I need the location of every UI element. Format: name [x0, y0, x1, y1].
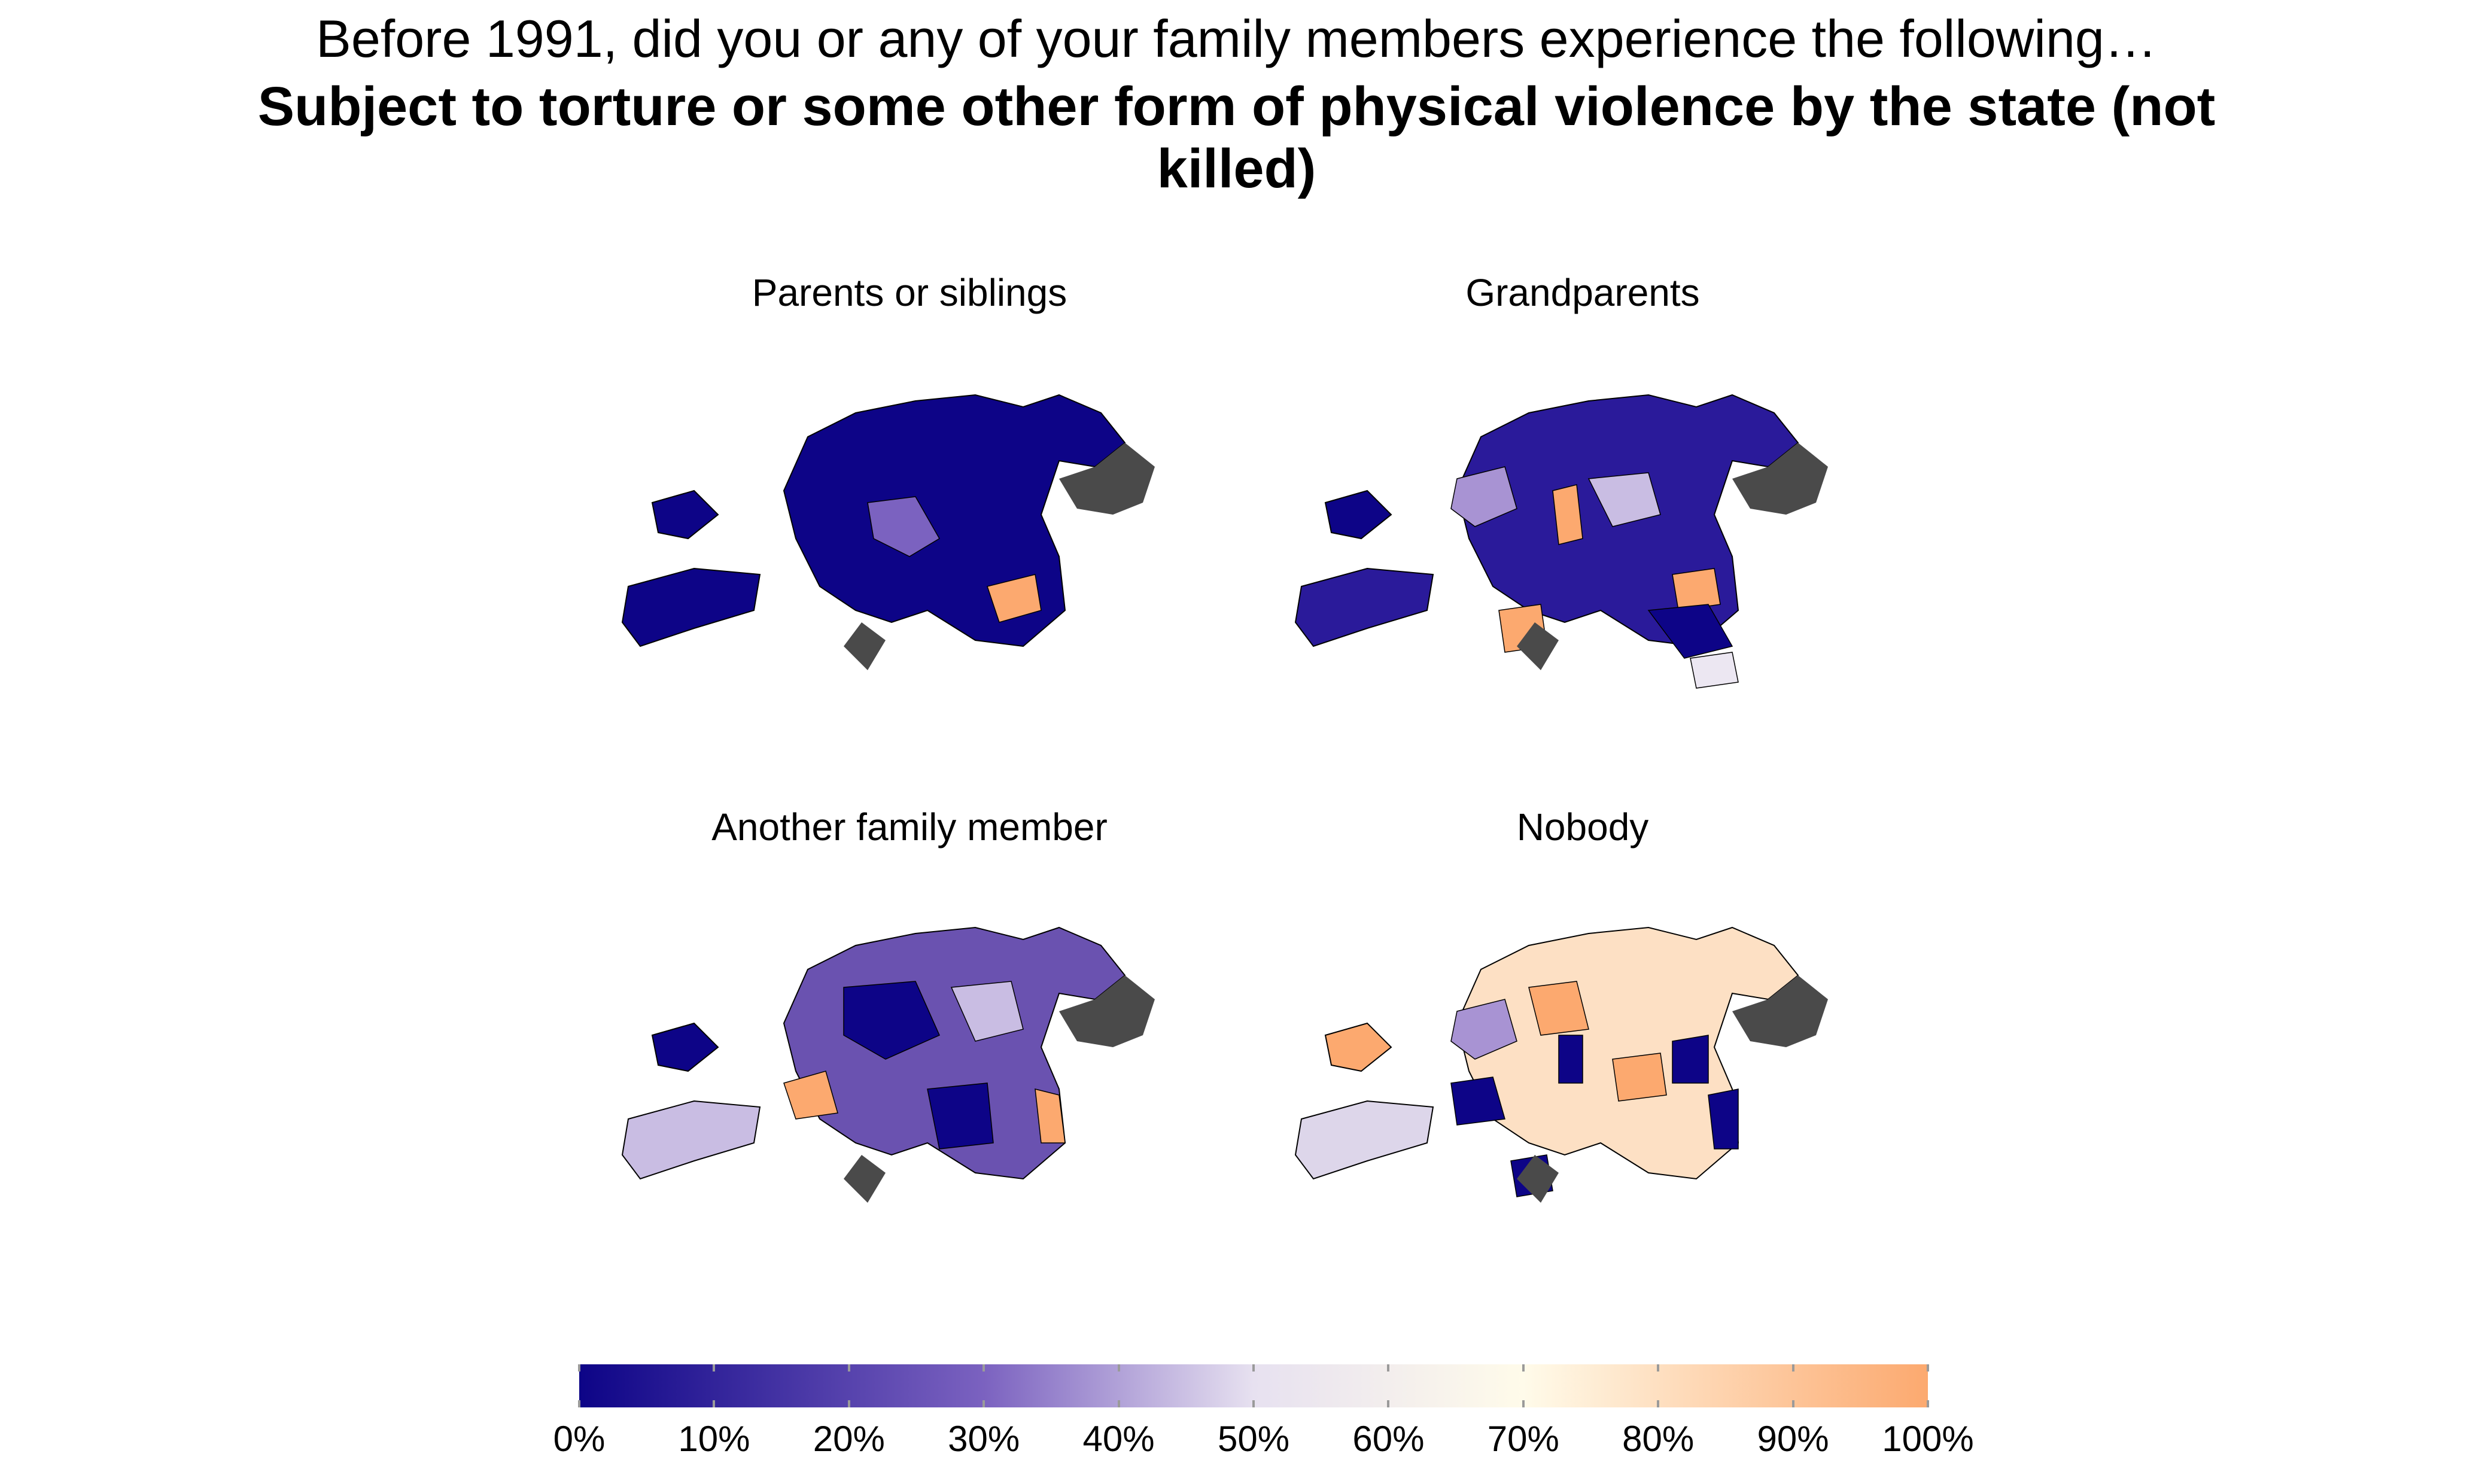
legend-tick — [1117, 1400, 1120, 1407]
legend-tick-label: 0% — [553, 1419, 606, 1459]
panel-title-parents: Parents or siblings — [752, 271, 1067, 314]
legend-tick — [1927, 1364, 1929, 1372]
legend-tick-label: 30% — [948, 1419, 1020, 1459]
legend-tick-label: 60% — [1352, 1419, 1425, 1459]
legend-tick — [1927, 1400, 1929, 1407]
chart-subtitle: Subject to torture or some other form of… — [0, 75, 2473, 200]
panel-title-grandparents: Grandparents — [1465, 271, 1700, 314]
legend-tick — [713, 1400, 716, 1407]
legend-tick — [1657, 1364, 1660, 1372]
map-another-shapes — [621, 926, 1155, 1203]
legend-tick — [1522, 1364, 1525, 1372]
legend-tick — [847, 1400, 850, 1407]
map-parents — [621, 394, 1155, 670]
panel-title-another: Another family member — [711, 805, 1108, 849]
legend-tick — [1117, 1364, 1120, 1372]
legend-tick — [1387, 1364, 1390, 1372]
legend-tick-label: 20% — [813, 1419, 885, 1459]
legend-tick — [1791, 1364, 1794, 1372]
legend-tick-label: 100% — [1882, 1419, 1974, 1459]
subtitle-line-1: Subject to torture or some other form of… — [257, 76, 2216, 137]
color-legend — [578, 1364, 1929, 1407]
legend-tick — [1657, 1400, 1660, 1407]
map-grandparents — [1294, 394, 1828, 689]
subtitle-line-2: killed) — [1157, 138, 1316, 199]
legend-tick — [1522, 1400, 1525, 1407]
map-parents-shapes — [621, 394, 1155, 670]
legend-tick — [1387, 1400, 1390, 1407]
legend-tick-label: 40% — [1082, 1419, 1155, 1459]
map-nobody-shapes — [1294, 926, 1828, 1203]
legend-tick-label: 80% — [1622, 1419, 1695, 1459]
legend-tick-label: 50% — [1217, 1419, 1290, 1459]
legend-tick — [713, 1364, 716, 1372]
chart-title: Before 1991, did you or any of your fami… — [316, 9, 2157, 68]
legend-tick — [578, 1364, 580, 1372]
legend-tick — [1252, 1400, 1255, 1407]
panel-title-nobody: Nobody — [1516, 805, 1649, 849]
legend-tick-label: 70% — [1487, 1419, 1559, 1459]
map-another — [621, 926, 1155, 1203]
legend-tick — [1252, 1364, 1255, 1372]
legend-tick — [578, 1400, 580, 1407]
legend-tick — [847, 1364, 850, 1372]
legend-tick-label: 90% — [1757, 1419, 1829, 1459]
legend-tick-label: 10% — [678, 1419, 750, 1459]
legend-tick — [1791, 1400, 1794, 1407]
legend-tick — [982, 1364, 985, 1372]
map-grandparents-shapes — [1294, 394, 1828, 689]
map-nobody — [1294, 926, 1828, 1203]
legend-tick — [982, 1400, 985, 1407]
